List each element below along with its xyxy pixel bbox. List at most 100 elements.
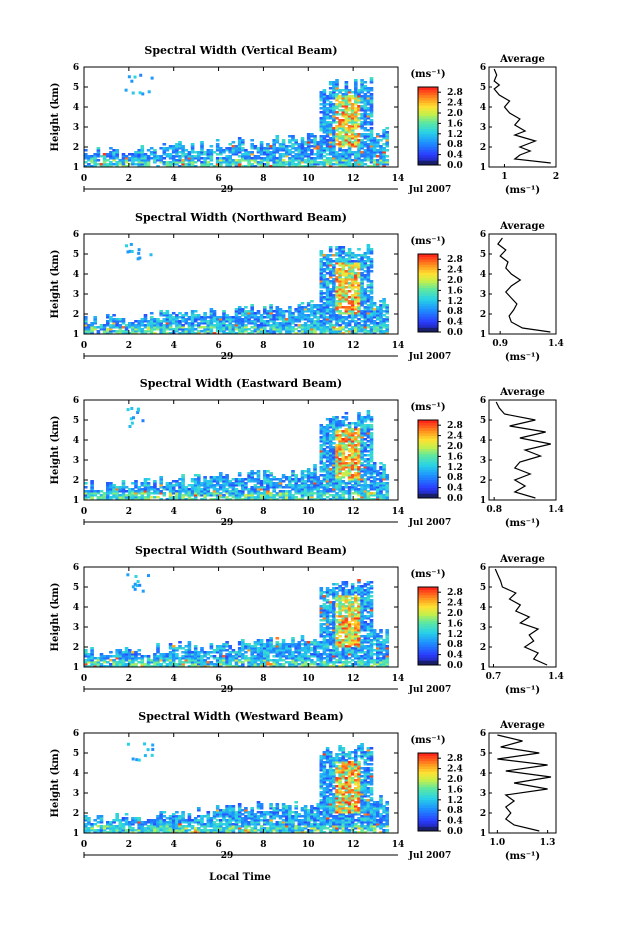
heatmap-cell — [250, 649, 254, 652]
heatmap-cell — [259, 157, 264, 160]
heatmap-cell — [165, 318, 170, 321]
heatmap-cell — [322, 159, 327, 162]
heatmap-cell — [360, 151, 364, 154]
heatmap-cell — [102, 161, 107, 164]
heatmap-cell — [90, 332, 94, 335]
heatmap-cell — [291, 157, 295, 160]
heatmap-cell — [288, 647, 292, 650]
heatmap-cell — [165, 324, 170, 327]
colorbar-segment — [418, 97, 438, 101]
x-tick-label: 6 — [215, 174, 221, 184]
heatmap-cell — [288, 316, 292, 319]
heatmap-cell — [225, 318, 229, 321]
heatmap-cell — [109, 153, 113, 156]
heatmap-cell — [171, 312, 176, 315]
heatmap-cell — [285, 163, 289, 166]
heatmap-cell — [363, 137, 368, 140]
heatmap-cell — [184, 163, 189, 166]
heatmap-cell — [281, 659, 286, 662]
heatmap-cell — [303, 332, 308, 335]
heatmap-cell — [272, 484, 276, 487]
heatmap-cell — [328, 422, 333, 425]
heatmap-cell — [316, 141, 320, 144]
average-title: Average — [499, 54, 545, 65]
heatmap-cell — [124, 157, 129, 160]
heatmap-cell — [344, 81, 349, 84]
heatmap-cell — [341, 298, 346, 301]
heatmap-cell — [310, 476, 314, 479]
heatmap-cell — [385, 316, 389, 319]
heatmap-cell — [159, 147, 163, 150]
heatmap-cell — [363, 464, 368, 467]
heatmap-cell — [369, 426, 374, 429]
heatmap-cell — [206, 494, 211, 497]
heatmap-cell — [332, 462, 336, 465]
heatmap-cell — [266, 159, 270, 162]
heatmap-cell — [335, 272, 339, 275]
heatmap-cell — [234, 665, 239, 668]
heatmap-cell — [322, 312, 327, 315]
heatmap-cell — [366, 258, 371, 261]
heatmap-cell — [310, 498, 314, 501]
heatmap-cell — [319, 274, 324, 277]
heatmap-cell — [344, 85, 349, 88]
heatmap-cell — [275, 651, 280, 654]
heatmap-cell — [124, 649, 129, 652]
heatmap-cell — [281, 480, 286, 483]
heatmap-cell — [272, 155, 276, 158]
heatmap-cell — [285, 153, 289, 156]
heatmap-cell — [259, 641, 264, 644]
heatmap-cell — [250, 653, 254, 656]
heatmap-cell — [93, 153, 97, 156]
heatmap-cell — [366, 290, 371, 293]
heatmap-cell — [322, 286, 327, 289]
heatmap-cell — [90, 665, 94, 668]
heatmap-cell — [124, 496, 129, 499]
heatmap-cell — [269, 665, 273, 668]
heatmap-cell — [354, 280, 358, 283]
heatmap-cell — [347, 264, 352, 267]
heatmap-cell — [168, 663, 173, 666]
heatmap-cell — [344, 161, 349, 164]
heatmap-cell — [247, 310, 251, 313]
heatmap-cell — [306, 657, 311, 660]
heatmap-cell — [153, 480, 157, 483]
heatmap-cell — [219, 163, 223, 166]
heatmap-cell — [156, 157, 160, 160]
heatmap-cell — [234, 151, 239, 154]
heatmap-cell — [322, 476, 327, 479]
heatmap-cell — [87, 490, 91, 493]
heatmap-cell — [376, 478, 380, 481]
heatmap-cell — [222, 484, 226, 487]
colorbar-segment — [418, 469, 438, 473]
heatmap-cell — [347, 125, 352, 128]
heatmap-cell — [171, 480, 176, 483]
heatmap-cell — [272, 330, 276, 333]
heatmap-cell — [350, 310, 355, 313]
heatmap-cell — [222, 328, 226, 331]
heatmap-cell — [256, 147, 261, 150]
heatmap-cell — [341, 113, 346, 116]
heatmap-cell — [344, 290, 349, 293]
heatmap-cell — [159, 659, 163, 662]
heatmap-cell — [335, 486, 339, 489]
panel-2: Spectral Width (Northward Beam)0 2 4 6 8 10 12… — [50, 211, 564, 363]
heatmap-cell — [159, 486, 163, 489]
heatmap-cell — [363, 314, 368, 317]
heatmap-cell — [360, 165, 364, 168]
heatmap-cell — [253, 645, 258, 648]
heatmap-cell — [168, 318, 173, 321]
heatmap-cell — [332, 452, 336, 455]
heatmap-cell — [175, 149, 179, 152]
heatmap-cell — [344, 274, 349, 277]
heatmap-cell — [300, 324, 305, 327]
heatmap-cell — [354, 328, 358, 331]
heatmap-cell — [350, 129, 355, 132]
heatmap-cell — [159, 312, 163, 315]
heatmap-cell — [328, 246, 333, 249]
heatmap-cell — [338, 420, 342, 423]
heatmap-cell — [244, 498, 248, 501]
heatmap-cell — [382, 468, 386, 471]
heatmap-cell — [332, 484, 336, 487]
heatmap-cell — [335, 300, 339, 303]
